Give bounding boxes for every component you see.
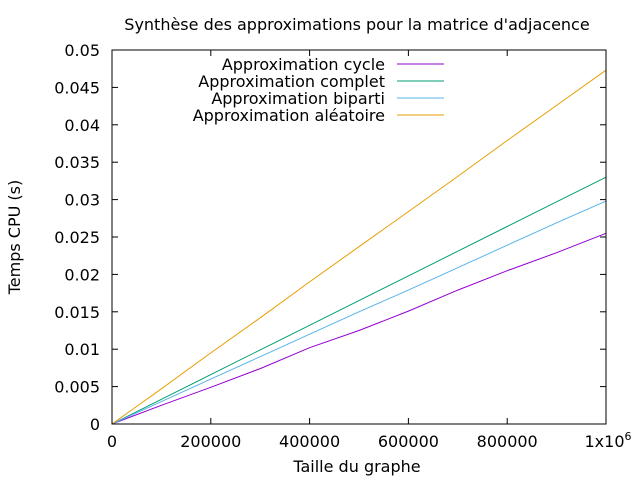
y-axis-label: Temps CPU (s): [5, 180, 24, 296]
series-line-3: [111, 200, 607, 425]
x-tick-labels: 0 200000 400000 600000 800000: [107, 432, 538, 451]
y-tick-label: 0.015: [54, 303, 100, 322]
series-line-2: [111, 176, 607, 425]
y-tick-label: 0.005: [54, 378, 100, 397]
legend-label-3: Approximation biparti: [211, 89, 385, 108]
x-tick-label-max: 1x106: [584, 430, 631, 451]
series-line-1: [111, 232, 607, 425]
x-tick-label: 0: [107, 432, 117, 451]
chart-title: Synthèse des approximations pour la matr…: [124, 15, 589, 34]
legend-label-2: Approximation complet: [198, 72, 385, 91]
legend-label-4: Approximation aléatoire: [193, 106, 385, 125]
y-tick-label: 0.045: [54, 78, 100, 97]
x-tick-label-max-base: 1x10: [584, 432, 624, 451]
x-tick-label: 400000: [279, 432, 340, 451]
y-tick-label: 0.04: [64, 116, 100, 135]
y-tick-label: 0.035: [54, 153, 100, 172]
series-lines: [111, 69, 607, 425]
y-tick-label: 0.02: [64, 265, 100, 284]
y-tick-label: 0: [90, 415, 100, 434]
x-tick-label: 800000: [477, 432, 538, 451]
y-tick-label: 0.05: [64, 41, 100, 60]
y-tick-labels: 0 0.005 0.01 0.015 0.02 0.025 0.03 0.035 0.04 0.0…: [54, 41, 100, 434]
y-tick-label: 0.025: [54, 228, 100, 247]
plot-frame: [111, 49, 607, 425]
y-tick-label: 0.03: [64, 191, 100, 210]
x-tick-label: 200000: [180, 432, 241, 451]
x-axis-label: Taille du graphe: [292, 457, 420, 476]
legend-label-1: Approximation cycle: [222, 55, 385, 74]
y-tick-label: 0.01: [64, 340, 100, 359]
series-line-4: [111, 69, 607, 425]
x-tick-label: 600000: [378, 432, 439, 451]
x-tick-label-max-exponent: 6: [625, 430, 632, 443]
